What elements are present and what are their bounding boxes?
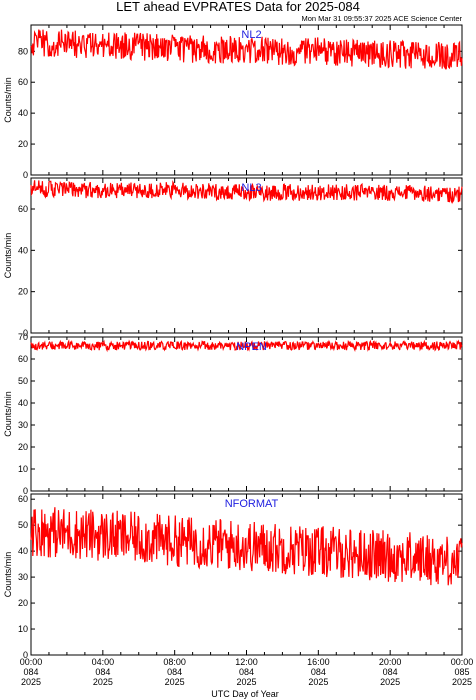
series-label: NL3 [241,182,261,194]
y-tick-label: 40 [18,398,28,408]
panel-npen: 0 10 20 30 40 50 60 70 Counts/min NPEN [3,332,463,496]
series-label: NL2 [241,29,261,41]
x-tick-label: 2025 [308,677,328,687]
x-tick-label: 2025 [380,677,400,687]
series-line [30,339,463,353]
x-tick-label: 12:00 [235,657,258,667]
generation-timestamp: Mon Mar 31 09:55:37 2025 ACE Science Cen… [301,14,462,23]
y-tick-label: 60 [18,77,28,87]
plot-frame [30,336,463,492]
x-tick-label: 00:00 [451,657,474,667]
y-tick-label: 10 [18,624,28,634]
x-tick-label: 084 [311,667,326,677]
x-tick-label: 2025 [21,677,41,687]
y-tick-label: 40 [18,245,28,255]
y-tick-label: 30 [18,420,28,430]
y-tick-label: 10 [18,464,28,474]
y-tick-label: 20 [18,442,28,452]
x-tick-label: 084 [95,667,110,677]
x-tick-label: 2025 [165,677,185,687]
y-axis-title: Counts/min [3,77,13,123]
y-tick-label: 20 [18,287,28,297]
x-tick-label: 085 [454,667,469,677]
x-tick-label: 00:00 [20,657,43,667]
y-tick-label: 50 [18,520,28,530]
series-label: NPEN [236,341,267,353]
y-tick-label: 20 [18,598,28,608]
y-tick-label: 0 [23,328,28,338]
y-tick-label: 60 [18,494,28,504]
y-tick-label: 0 [23,650,28,660]
x-tick-label: 04:00 [92,657,115,667]
x-tick-label: 2025 [93,677,113,687]
series-line [30,180,463,205]
x-tick-label: 084 [239,667,254,677]
series-line [30,29,463,70]
x-tick-label: 084 [23,667,38,677]
y-axis-title: Counts/min [3,233,13,279]
x-tick-label: 2025 [452,677,472,687]
y-tick-label: 70 [18,332,28,342]
y-tick-label: 40 [18,546,28,556]
x-tick-label: 084 [167,667,182,677]
panel-nformat: 0 10 20 30 40 50 60 Counts/min NFORMAT [3,493,463,660]
series-line [30,507,463,586]
x-tick-label: 20:00 [379,657,402,667]
y-tick-label: 0 [23,486,28,496]
y-tick-label: 60 [18,354,28,364]
x-axis-ticks: 00:00084202504:00084202508:00084202512:0… [20,657,474,687]
y-axis-title: Counts/min [3,552,13,598]
plot-frame [30,177,463,334]
y-tick-label: 40 [18,108,28,118]
x-tick-label: 2025 [236,677,256,687]
y-tick-label: 0 [23,170,28,180]
y-tick-label: 30 [18,572,28,582]
y-tick-label: 50 [18,376,28,386]
y-tick-label: 20 [18,139,28,149]
y-tick-label: 80 [18,46,28,56]
y-tick-label: 60 [18,204,28,214]
chart-title: LET ahead EVPRATES Data for 2025-084 [116,0,360,14]
panels: 0 20 40 60 80 Counts/min NL2 0 20 40 60 Counts/min N… [3,24,474,687]
panel-nl2: 0 20 40 60 80 Counts/min NL2 [3,24,463,180]
x-tick-label: 084 [383,667,398,677]
x-axis-title: UTC Day of Year [211,689,279,699]
panel-nl3: 0 20 40 60 Counts/min NL3 [3,177,463,338]
x-tick-label: 08:00 [163,657,186,667]
y-axis-title: Counts/min [3,391,13,437]
plot-frame [30,24,463,176]
x-tick-label: 16:00 [307,657,330,667]
series-label: NFORMAT [225,498,279,510]
